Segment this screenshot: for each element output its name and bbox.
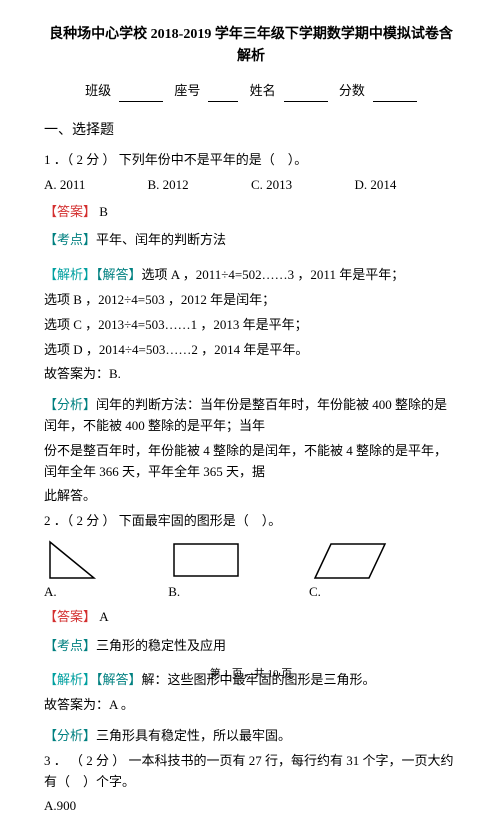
q2-opt-b[interactable]: B. [168, 584, 180, 599]
answer-label: 【答案】 [44, 609, 96, 624]
q2-jx2: 故答案为：A 。 [44, 695, 458, 716]
q1-fx1: 【分析】闰年的判断方法：当年份是整百年时，年份能被 400 整除的是闰年，不能被… [44, 395, 458, 437]
q1-jx5: 故答案为：B. [44, 364, 458, 385]
q2-answer: 【答案】 A [44, 607, 458, 628]
q1-fx1-text: 闰年的判断方法：当年份是整百年时，年份能被 400 整除的是闰年，不能被 400… [44, 397, 447, 433]
q1-jx1-text: 选项 A ，2011÷4=502……3 ，2011 年是平年； [142, 267, 405, 282]
q1-jx2: 选项 B ，2012÷4=503 ，2012 年是闰年； [44, 290, 458, 311]
page-footer: 第 1 页，共 10 页 [0, 666, 502, 684]
q2-answer-val: A [96, 609, 109, 624]
q1-answer: 【答案】 B [44, 202, 458, 223]
q1-opt-b[interactable]: B. 2012 [148, 175, 252, 196]
doc-title: 良种场中心学校 2018-2019 学年三年级下学期数学期中模拟试卷含解析 [44, 24, 458, 69]
seat-label: 座号 [174, 83, 200, 98]
q2-fx: 【分析】三角形具有稳定性，所以最牢固。 [44, 726, 458, 747]
q2-fx-text: 三角形具有稳定性，所以最牢固。 [96, 728, 291, 743]
q3-opt-a[interactable]: A.900 [44, 796, 458, 817]
q1-answer-val: B [96, 204, 108, 219]
fx-label: 【分析】 [44, 397, 96, 412]
parallelogram-icon [309, 538, 391, 582]
q1-fx2: 份不是整百年时，年份能被 4 整除的是闰年，不能被 4 整除的是平年，闰年全年 … [44, 441, 458, 483]
class-label: 班级 [85, 83, 111, 98]
q1-jx3: 选项 C ，2013÷4=503……1 ，2013 年是平年； [44, 315, 458, 336]
answer-label: 【答案】 [44, 204, 96, 219]
q2-kp: 【考点】三角形的稳定性及应用 [44, 636, 458, 657]
q1-fx3: 此解答。 [44, 486, 458, 507]
jx-label: 【解析】 [44, 267, 96, 282]
triangle-icon [44, 538, 98, 582]
fx-label: 【分析】 [44, 728, 96, 743]
score-blank[interactable] [373, 88, 417, 102]
name-label: 姓名 [250, 83, 276, 98]
q2-kp-val: 三角形的稳定性及应用 [96, 638, 226, 653]
score-label: 分数 [339, 83, 365, 98]
rectangle-icon [168, 538, 244, 582]
q1-options: A. 2011 B. 2012 C. 2013 D. 2014 [44, 175, 458, 196]
form-row: 班级 座号 姓名 分数 [44, 81, 458, 102]
name-blank[interactable] [284, 88, 328, 102]
section-1-title: 一、选择题 [44, 120, 458, 142]
q1-text: 1 ．（ 2 分 ） 下列年份中不是平年的是（ ）。 [44, 150, 458, 171]
q1-jx4: 选项 D ，2014÷4=503……2 ，2014 年是平年。 [44, 340, 458, 361]
q1-kp: 【考点】平年、闰年的判断方法 [44, 230, 458, 251]
class-blank[interactable] [119, 88, 163, 102]
q2-shapes: A. B. C. [44, 538, 458, 603]
q1-opt-c[interactable]: C. 2013 [251, 175, 355, 196]
q1-kp-val: 平年、闰年的判断方法 [96, 232, 226, 247]
q1-opt-a[interactable]: A. 2011 [44, 175, 148, 196]
q1-opt-d[interactable]: D. 2014 [355, 175, 459, 196]
kp-label: 【考点】 [44, 638, 96, 653]
q3-text: 3 ． （ 2 分 ） 一本科技书的一页有 27 行，每行约有 31 个字，一页… [44, 751, 458, 793]
q2-opt-a[interactable]: A. [44, 584, 57, 599]
jx-sub: 【解答】 [96, 267, 142, 282]
q1-jx1: 【解析】【解答】选项 A ，2011÷4=502……3 ，2011 年是平年； [44, 265, 458, 286]
kp-label: 【考点】 [44, 232, 96, 247]
q2-text: 2 ．（ 2 分 ） 下面最牢固的图形是（ ）。 [44, 511, 458, 532]
q2-opt-c[interactable]: C. [309, 584, 321, 599]
seat-blank[interactable] [208, 88, 238, 102]
